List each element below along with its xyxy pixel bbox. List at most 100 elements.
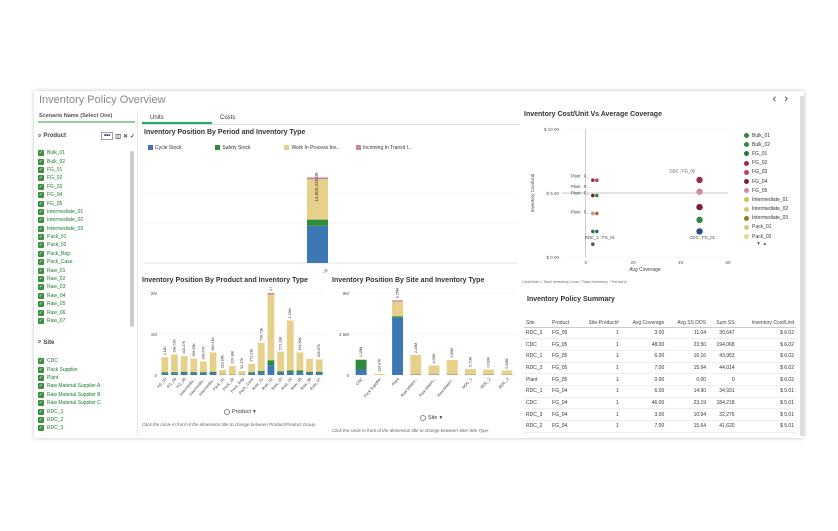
bar-segment[interactable] bbox=[483, 369, 495, 375]
product-item[interactable]: ✓ FG_02 bbox=[38, 174, 130, 182]
product-item[interactable]: ✓ Pack_01 bbox=[38, 233, 130, 241]
site-item[interactable]: ✓ RDC_3 bbox=[38, 424, 130, 432]
table-row[interactable]: RDC_1 FG_05 1 6.00 16.16 43,953 $ 6.02 bbox=[524, 350, 796, 363]
scatter-point[interactable] bbox=[591, 211, 595, 216]
product-item[interactable]: ✓ Pack_Bag bbox=[38, 250, 130, 258]
checkbox-icon[interactable]: ✓ bbox=[38, 259, 44, 266]
scatter-point[interactable] bbox=[591, 193, 595, 198]
table-row[interactable]: RDC_2 FG_04 1 7.00 15.64 41,620 $ 5.01 bbox=[524, 420, 796, 433]
product-item[interactable]: ✓ Intermediate_01 bbox=[38, 208, 130, 216]
scatter-point[interactable] bbox=[696, 228, 703, 235]
checkbox-icon[interactable]: ✓ bbox=[38, 383, 44, 390]
tab-costs[interactable]: Costs bbox=[220, 115, 236, 121]
product-item[interactable]: ✓ Pack_Case bbox=[38, 258, 130, 266]
checkbox-icon[interactable]: ✓ bbox=[38, 276, 44, 283]
checkbox-icon[interactable]: ✓ bbox=[38, 192, 44, 199]
dimension-toggle-icon[interactable] bbox=[224, 409, 230, 415]
bar-segment[interactable] bbox=[161, 373, 169, 375]
column-header[interactable]: Avg SS DOS bbox=[666, 307, 709, 328]
legend-item-safety[interactable]: Safety Stock bbox=[215, 145, 250, 151]
bar-segment[interactable] bbox=[209, 372, 217, 375]
bar-segment[interactable] bbox=[315, 371, 323, 373]
bar-segment[interactable] bbox=[209, 352, 217, 372]
legend-item[interactable]: Intermediate_02 bbox=[744, 205, 788, 214]
site-item[interactable]: ✓ Plant bbox=[38, 374, 130, 382]
bar-segment[interactable] bbox=[267, 365, 275, 375]
bar-segment[interactable] bbox=[296, 372, 304, 375]
product-item[interactable]: ✓ Raw_07 bbox=[38, 317, 130, 325]
site-dimension-selector[interactable]: Site ▾ bbox=[420, 415, 442, 421]
bar-segment[interactable] bbox=[190, 372, 198, 375]
scatter-point[interactable] bbox=[595, 229, 599, 234]
site-item[interactable]: ✓ RDC_2 bbox=[38, 416, 130, 424]
bar-segment[interactable] bbox=[161, 357, 169, 373]
select-mode-icon[interactable]: ◫ bbox=[115, 133, 121, 140]
product-item[interactable]: ✓ Raw_02 bbox=[38, 275, 130, 283]
scatter-point[interactable] bbox=[595, 178, 599, 182]
bar-segment[interactable] bbox=[286, 320, 294, 371]
column-header[interactable]: Sum SS bbox=[708, 307, 737, 328]
bar-segment[interactable] bbox=[171, 373, 178, 375]
bar-segment[interactable] bbox=[501, 370, 513, 375]
legend-nav[interactable]: ▼ ▲ bbox=[756, 241, 768, 247]
checkbox-icon[interactable]: ✓ bbox=[38, 208, 44, 215]
bar-segment[interactable] bbox=[307, 225, 328, 263]
checkbox-icon[interactable]: ✓ bbox=[38, 183, 44, 190]
checkbox-icon[interactable]: ✓ bbox=[38, 374, 44, 381]
site-item[interactable]: ✓ CDC bbox=[38, 357, 130, 365]
site-item[interactable]: ✓ RDC_1 bbox=[38, 407, 130, 415]
bar-segment[interactable] bbox=[209, 371, 217, 373]
bar-segment[interactable] bbox=[306, 371, 313, 373]
bar-segment[interactable] bbox=[248, 363, 256, 373]
legend-item-cycle[interactable]: Cycle Stock bbox=[148, 145, 181, 151]
column-header[interactable]: Inventory Cost/Unit bbox=[736, 307, 796, 328]
product-item[interactable]: ✓ FG_04 bbox=[38, 191, 130, 199]
bar-segment[interactable] bbox=[257, 372, 265, 375]
chevron-down-icon[interactable]: ▾ bbox=[252, 409, 256, 415]
bar-segment[interactable] bbox=[315, 359, 323, 372]
bar-segment[interactable] bbox=[315, 372, 323, 375]
scatter-point[interactable] bbox=[591, 229, 595, 234]
table-row[interactable]: CDC FG_05 1 48.00 23.50 194,068 $ 6.02 bbox=[524, 338, 796, 351]
bar-segment[interactable] bbox=[257, 343, 265, 371]
bar-segment[interactable] bbox=[277, 371, 284, 373]
product-item[interactable]: ✓ Bulk_02 bbox=[38, 157, 130, 165]
scatter-point[interactable] bbox=[696, 188, 703, 195]
site-item[interactable]: ✓ Raw Material Supplier B bbox=[38, 391, 130, 399]
bar-segment[interactable] bbox=[464, 369, 476, 375]
legend-item[interactable]: Intermediate_01 bbox=[744, 195, 788, 204]
column-header[interactable]: Site-Product# bbox=[577, 307, 621, 328]
bar-segment[interactable] bbox=[248, 372, 256, 373]
table-row[interactable]: RDC_3 FG_05 1 3.00 11.04 30,647 $ 6.02 bbox=[524, 327, 796, 340]
bar-segment[interactable] bbox=[307, 179, 328, 220]
site-item[interactable]: ✓ Raw Material Supplier A bbox=[38, 382, 130, 390]
product-list-scrollbar[interactable] bbox=[130, 151, 134, 327]
scatter-point[interactable] bbox=[696, 216, 703, 224]
site-item[interactable]: ✓ Raw Material Supplier C bbox=[38, 399, 130, 407]
product-item[interactable]: ✓ Raw_03 bbox=[38, 283, 130, 291]
column-header[interactable]: Site bbox=[524, 307, 551, 328]
table-row[interactable]: RDC_1 FG_04 1 6.00 14.90 34,931 $ 5.01 bbox=[524, 385, 796, 398]
site-item[interactable]: ✓ Pack Supplier bbox=[38, 365, 130, 373]
checkbox-icon[interactable]: ✓ bbox=[38, 234, 44, 241]
chevron-down-icon[interactable]: ▾ bbox=[439, 415, 443, 421]
bar-segment[interactable] bbox=[392, 316, 404, 318]
legend-item[interactable]: Bulk_02 bbox=[744, 140, 788, 149]
bar-segment[interactable] bbox=[219, 370, 227, 375]
bar-segment[interactable] bbox=[267, 293, 275, 295]
legend-item[interactable]: Pack_01 bbox=[744, 223, 788, 232]
table-row[interactable]: Plant FG_05 1 0.00 0.00 0 $ 6.02 bbox=[524, 373, 796, 386]
legend-item[interactable]: FG_04 bbox=[744, 177, 788, 186]
checkbox-icon[interactable]: ✓ bbox=[38, 158, 44, 165]
checkbox-icon[interactable]: ✓ bbox=[38, 292, 44, 299]
bar-segment[interactable] bbox=[392, 317, 404, 375]
bar-segment[interactable] bbox=[180, 356, 188, 372]
checkbox-icon[interactable]: ✓ bbox=[38, 309, 44, 316]
legend-item[interactable]: FG_01 bbox=[744, 149, 788, 158]
checkbox-icon[interactable]: ✓ bbox=[38, 358, 44, 365]
checkbox-icon[interactable]: ✓ bbox=[38, 366, 44, 373]
bar-segment[interactable] bbox=[446, 359, 458, 375]
product-item[interactable]: ✓ Pack_02 bbox=[38, 241, 130, 249]
bar-segment[interactable] bbox=[392, 300, 404, 302]
bar-segment[interactable] bbox=[286, 370, 294, 373]
